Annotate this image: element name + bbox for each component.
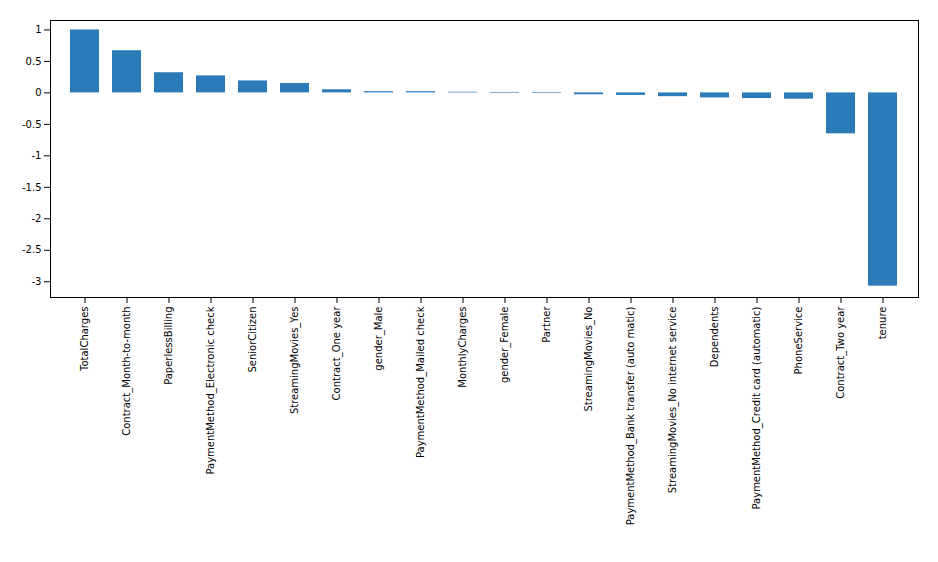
svg-text:PaperlessBilling: PaperlessBilling <box>163 307 174 385</box>
svg-text:Dependents: Dependents <box>709 307 720 368</box>
svg-text:0: 0 <box>35 87 41 98</box>
svg-text:-2: -2 <box>32 213 42 224</box>
svg-text:StreamingMovies_No: StreamingMovies_No <box>583 307 595 412</box>
svg-text:-2.5: -2.5 <box>22 244 42 255</box>
svg-text:1: 1 <box>35 24 41 35</box>
svg-text:Partner: Partner <box>541 306 552 343</box>
svg-text:PhoneService: PhoneService <box>793 307 804 375</box>
svg-text:StreamingMovies_Yes: StreamingMovies_Yes <box>289 307 301 415</box>
svg-text:0.5: 0.5 <box>26 56 42 67</box>
svg-text:PaymentMethod_Mailed check: PaymentMethod_Mailed check <box>415 306 427 458</box>
svg-text:gender_Female: gender_Female <box>499 307 511 384</box>
svg-text:PaymentMethod_Bank transfer (a: PaymentMethod_Bank transfer (auto matic) <box>625 306 637 525</box>
svg-text:gender_Male: gender_Male <box>373 307 385 371</box>
svg-text:MonthlyCharges: MonthlyCharges <box>457 307 468 388</box>
svg-text:Contract_Month-to-month: Contract_Month-to-month <box>121 307 133 436</box>
svg-text:StreamingMovies_No internet se: StreamingMovies_No internet service <box>667 307 679 494</box>
svg-text:Contract_One year: Contract_One year <box>331 306 343 401</box>
svg-text:PaymentMethod_Credit card (aut: PaymentMethod_Credit card (automatic) <box>751 306 763 509</box>
svg-text:-0.5: -0.5 <box>22 119 42 130</box>
svg-text:-1: -1 <box>32 150 42 161</box>
svg-text:-1.5: -1.5 <box>22 182 42 193</box>
svg-text:SeniorCitizen: SeniorCitizen <box>247 307 258 373</box>
svg-text:Contract_Two year: Contract_Two year <box>835 306 847 399</box>
svg-text:-3: -3 <box>32 276 42 287</box>
svg-text:TotalCharges: TotalCharges <box>79 307 90 372</box>
svg-text:PaymentMethod_Electronic check: PaymentMethod_Electronic check <box>205 306 217 474</box>
svg-text:tenure: tenure <box>877 307 888 340</box>
